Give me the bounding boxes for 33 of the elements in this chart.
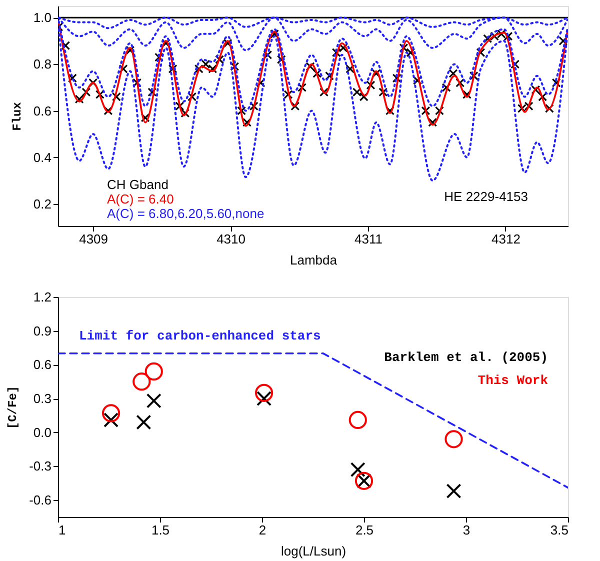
x-axis-title: log(L/Lsun) bbox=[280, 544, 346, 558]
text: A(C) = 6.40 bbox=[107, 192, 174, 206]
y-tick-label: 0.0 bbox=[33, 424, 52, 440]
x-tick-label: 4312 bbox=[491, 232, 520, 246]
annotation: A(C) = 6.80,6.20,5.60,none bbox=[107, 206, 264, 221]
y-axis-title: [C/Fe] bbox=[6, 386, 20, 430]
text: This Work bbox=[478, 373, 548, 388]
y-tick-label: 0.6 bbox=[33, 103, 52, 118]
series-label: Limit for carbon-enhanced stars bbox=[79, 328, 322, 344]
x-tick-label: 4309 bbox=[79, 232, 108, 246]
x-tick-label: 3 bbox=[462, 522, 470, 538]
x-tick-label: 4311 bbox=[354, 232, 382, 246]
y-tick-label: 0.4 bbox=[33, 150, 52, 165]
y-tick-label: 0.3 bbox=[33, 391, 52, 406]
y-tick-label: 0.8 bbox=[33, 56, 52, 72]
y-tick-label: 1.2 bbox=[33, 290, 52, 304]
x-axis-title: Lambda bbox=[290, 252, 338, 268]
y-tick-label: 1.0 bbox=[33, 10, 52, 26]
annotation: HE 2229-4153 bbox=[444, 189, 528, 204]
x-tick-label: 4310 bbox=[216, 232, 246, 246]
y-tick-label: 0.2 bbox=[33, 196, 52, 212]
y-tick-label: 0.6 bbox=[33, 357, 52, 372]
annotation: CH Gband bbox=[107, 177, 168, 192]
x-tick-label: 2 bbox=[258, 522, 266, 538]
y-tick-label: -0.3 bbox=[29, 458, 52, 474]
y-tick-label: 0.9 bbox=[33, 323, 52, 338]
x-tick-label: 1.5 bbox=[151, 522, 170, 538]
y-axis-title: Flux bbox=[10, 102, 24, 131]
x-tick-label: 3.5 bbox=[550, 522, 568, 538]
y-tick-label: -0.6 bbox=[29, 492, 52, 508]
text: Barklem et al. (2005) bbox=[384, 350, 548, 365]
x-tick-label: 1 bbox=[58, 522, 66, 538]
x-tick-label: 2.5 bbox=[355, 522, 374, 538]
